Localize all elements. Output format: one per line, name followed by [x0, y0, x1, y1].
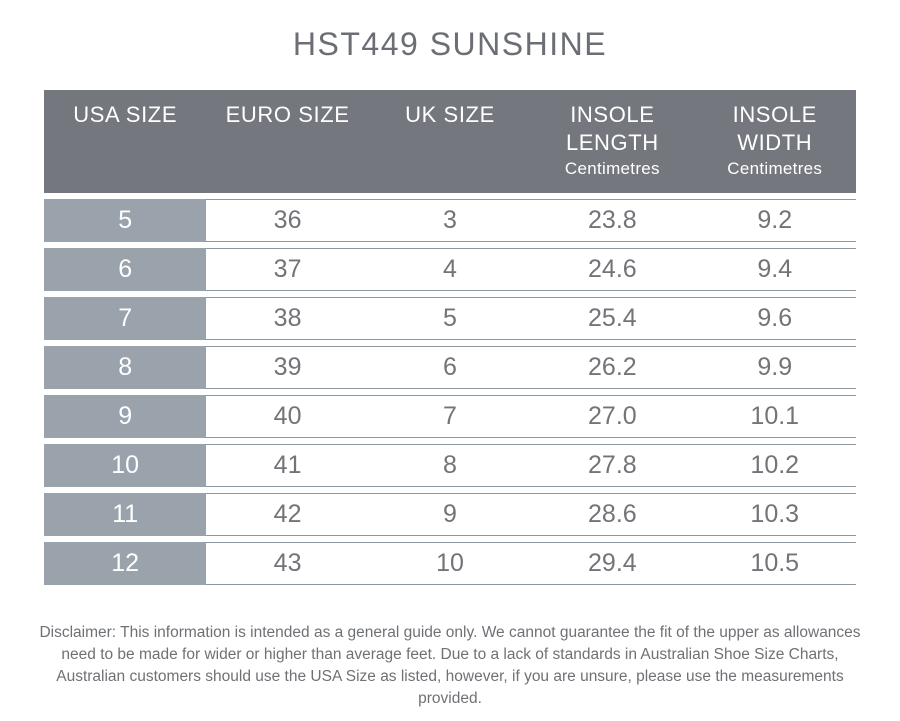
col-header-unit: Centimetres	[727, 158, 823, 178]
uk-size-cell: 5	[368, 297, 532, 340]
insole-length-cell: 24.6	[531, 248, 694, 291]
uk-size-cell: 8	[368, 444, 532, 487]
insole-width-cell: 10.2	[693, 444, 856, 487]
insole-length-cell: 27.0	[531, 395, 694, 438]
insole-length-cell: 26.2	[531, 346, 694, 389]
table-row: 5 36 3 23.8 9.2	[44, 199, 856, 242]
usa-size-cell: 7	[44, 297, 207, 340]
col-header-label: EURO SIZE	[225, 102, 350, 127]
euro-size-cell: 36	[206, 199, 369, 242]
col-header-label: UK SIZE	[405, 102, 495, 127]
table-row: 12 43 10 29.4 10.5	[44, 542, 856, 585]
euro-size-cell: 41	[206, 444, 369, 487]
col-header-unit: Centimetres	[564, 158, 660, 178]
uk-size-cell: 9	[368, 493, 532, 536]
insole-width-cell: 9.4	[693, 248, 856, 291]
insole-width-cell: 9.9	[693, 346, 856, 389]
uk-size-cell: 7	[368, 395, 532, 438]
insole-width-cell: 10.1	[693, 395, 856, 438]
col-header-euro-size: EURO SIZE	[206, 101, 368, 193]
table-header-row: USA SIZE EURO SIZE UK SIZE INSOLE LENGTH…	[44, 90, 856, 193]
insole-length-cell: 23.8	[531, 199, 694, 242]
usa-size-cell: 12	[44, 542, 207, 585]
uk-size-cell: 6	[368, 346, 532, 389]
table-body: 5 36 3 23.8 9.2 6 37 4 24.6 9.4 7 38 5 25.4 9.6 8 39 6 26.…	[44, 199, 856, 585]
usa-size-cell: 8	[44, 346, 207, 389]
euro-size-cell: 43	[206, 542, 369, 585]
table-row: 11 42 9 28.6 10.3	[44, 493, 856, 536]
uk-size-cell: 10	[368, 542, 532, 585]
insole-width-cell: 10.5	[693, 542, 856, 585]
col-header-insole-length: INSOLE LENGTH Centimetres	[531, 101, 693, 193]
insole-width-cell: 9.6	[693, 297, 856, 340]
col-header-label: USA SIZE	[73, 102, 178, 127]
col-header-uk-size: UK SIZE	[369, 101, 531, 193]
col-header-label: INSOLE LENGTH	[565, 102, 659, 155]
insole-width-cell: 10.3	[693, 493, 856, 536]
euro-size-cell: 38	[206, 297, 369, 340]
col-header-usa-size: USA SIZE	[44, 101, 206, 193]
usa-size-cell: 11	[44, 493, 207, 536]
table-row: 10 41 8 27.8 10.2	[44, 444, 856, 487]
insole-length-cell: 28.6	[531, 493, 694, 536]
disclaimer-text: Disclaimer: This information is intended…	[39, 624, 861, 707]
euro-size-cell: 39	[206, 346, 369, 389]
table-row: 8 39 6 26.2 9.9	[44, 346, 856, 389]
size-table: USA SIZE EURO SIZE UK SIZE INSOLE LENGTH…	[44, 90, 856, 585]
usa-size-cell: 6	[44, 248, 207, 291]
insole-length-cell: 25.4	[531, 297, 694, 340]
col-header-insole-width: INSOLE WIDTH Centimetres	[694, 101, 856, 193]
euro-size-cell: 40	[206, 395, 369, 438]
table-row: 9 40 7 27.0 10.1	[44, 395, 856, 438]
col-header-label: INSOLE WIDTH	[732, 102, 817, 155]
page-title: HST449 SUNSHINE	[292, 26, 608, 62]
insole-width-cell: 9.2	[693, 199, 856, 242]
usa-size-cell: 5	[44, 199, 207, 242]
uk-size-cell: 3	[368, 199, 532, 242]
insole-length-cell: 27.8	[531, 444, 694, 487]
table-row: 6 37 4 24.6 9.4	[44, 248, 856, 291]
insole-length-cell: 29.4	[531, 542, 694, 585]
table-row: 7 38 5 25.4 9.6	[44, 297, 856, 340]
usa-size-cell: 10	[44, 444, 207, 487]
euro-size-cell: 37	[206, 248, 369, 291]
uk-size-cell: 4	[368, 248, 532, 291]
euro-size-cell: 42	[206, 493, 369, 536]
usa-size-cell: 9	[44, 395, 207, 438]
